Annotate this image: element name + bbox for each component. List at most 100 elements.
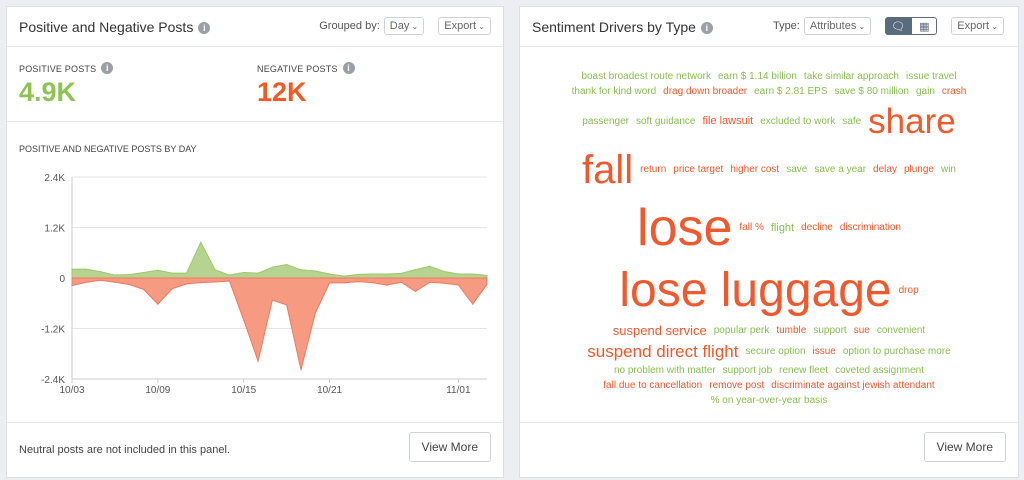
word-cloud-term[interactable]: % on year-over-year basis	[710, 394, 828, 406]
x-tick-label: 10/15	[231, 385, 256, 396]
stats-row: POSITIVE POSTS i 4.9K NEGATIVE POSTS i 12K	[7, 47, 503, 122]
word-cloud-term[interactable]: option to purchase more	[842, 345, 951, 357]
word-cloud-term[interactable]: renew fleet	[779, 364, 829, 376]
data-point	[472, 303, 474, 305]
data-point	[457, 284, 459, 286]
data-point	[171, 288, 173, 290]
data-point	[429, 281, 431, 283]
word-cloud-term[interactable]: popular perk	[713, 324, 770, 336]
data-point	[371, 273, 374, 275]
info-icon[interactable]: i	[198, 22, 211, 34]
y-tick-label: -2.4K	[41, 375, 65, 386]
data-point	[314, 270, 316, 272]
word-cloud-term[interactable]: lose	[637, 199, 733, 258]
word-cloud-term[interactable]: issue travel	[905, 71, 957, 83]
info-icon[interactable]: i	[342, 62, 355, 74]
word-cloud-term[interactable]: support job	[722, 364, 773, 376]
grouped-by-dropdown[interactable]: Day	[383, 17, 425, 35]
word-cloud-term[interactable]: lose luggage	[619, 264, 892, 318]
word-cloud-term[interactable]: excluded to work	[760, 116, 836, 128]
word-cloud-term[interactable]: higher cost	[730, 164, 780, 176]
info-icon[interactable]: i	[101, 62, 114, 74]
word-cloud-term[interactable]: drop	[898, 285, 919, 297]
word-cloud-term[interactable]: coveted assignment	[835, 364, 925, 376]
export-dropdown[interactable]: Export	[438, 17, 491, 35]
word-cloud-term[interactable]: decline	[801, 222, 833, 234]
header-controls: Grouped by: Day Export	[319, 17, 491, 35]
data-point	[314, 312, 316, 314]
word-cloud-term[interactable]: safe	[842, 116, 862, 128]
word-cloud-term[interactable]: suspend service	[612, 323, 707, 338]
word-cloud-term[interactable]: delay	[873, 164, 897, 176]
word-cloud-term[interactable]: fall %	[739, 222, 764, 234]
word-cloud-term[interactable]: thank for kind word	[571, 86, 657, 98]
word-cloud-term[interactable]: secure option	[745, 345, 806, 357]
info-icon[interactable]: i	[700, 22, 713, 34]
word-cloud-term[interactable]: passenger	[582, 116, 629, 128]
word-cloud-term[interactable]: share	[868, 102, 956, 142]
data-point	[271, 299, 273, 301]
word-cloud-term[interactable]: earn $ 1.14 billion	[717, 71, 797, 83]
y-tick-label: -1.2K	[41, 325, 65, 336]
word-cloud-term[interactable]: tumble	[776, 324, 807, 336]
chart-title: POSITIVE AND NEGATIVE POSTS BY DAY	[19, 144, 197, 154]
word-cloud-term[interactable]: boast broadest route network	[581, 71, 711, 83]
data-point	[357, 273, 359, 276]
word-cloud-term[interactable]: crash	[941, 86, 967, 98]
word-cloud-term[interactable]: price target	[673, 164, 724, 176]
word-cloud-term[interactable]: sue	[853, 324, 870, 336]
word-cloud-term[interactable]: drag down broader	[663, 86, 748, 98]
word-cloud-term[interactable]: soft guidance	[635, 116, 696, 128]
view-more-button[interactable]: View More	[923, 432, 1006, 462]
word-cloud-term[interactable]: remove post	[709, 379, 765, 391]
table-icon[interactable]: ▦	[911, 17, 938, 35]
word-cloud-term[interactable]: convenient	[876, 324, 926, 336]
y-tick-label: 2.4K	[44, 173, 65, 184]
word-cloud-term[interactable]: fall	[582, 148, 634, 193]
y-tick-label: 0	[59, 274, 65, 285]
word-cloud-term[interactable]: no problem with matter	[613, 364, 716, 376]
data-point	[257, 360, 259, 362]
word-cloud-term[interactable]: support	[813, 324, 847, 336]
sentiment-drivers-panel: Sentiment Drivers by Type i Type: Attribu…	[519, 6, 1019, 478]
word-cloud-term[interactable]: flight	[770, 221, 795, 234]
data-point	[357, 280, 359, 283]
data-point	[300, 269, 302, 271]
data-point	[328, 282, 331, 284]
data-point	[200, 282, 202, 284]
word-cloud-term[interactable]: win	[940, 164, 956, 176]
type-dropdown[interactable]: Attributes	[803, 17, 872, 35]
word-cloud-term[interactable]: take similar approach	[803, 71, 899, 83]
x-tick-label: 10/03	[59, 385, 84, 396]
data-point	[228, 274, 231, 276]
data-point	[100, 279, 102, 281]
word-cloud-term[interactable]: earn $ 2.81 EPS	[754, 86, 828, 98]
word-cloud-term[interactable]: save a year	[814, 164, 867, 176]
word-cloud-term[interactable]: discriminate against jewish attendant	[771, 379, 935, 391]
word-cloud-term[interactable]: discrimination	[839, 222, 901, 234]
data-point	[371, 282, 374, 284]
word-cloud-term[interactable]: issue	[812, 345, 836, 357]
data-point	[386, 273, 388, 275]
word-cloud-term[interactable]: file lawsuit	[702, 115, 754, 128]
panel-header: Positive and Negative Posts i Grouped by:…	[7, 7, 503, 47]
word-cloud-term[interactable]: gain	[915, 86, 935, 98]
word-cloud-term[interactable]: return	[640, 164, 667, 176]
panel-header: Sentiment Drivers by Type i Type: Attribu…	[520, 7, 1018, 47]
data-point	[243, 319, 245, 321]
data-point	[486, 274, 488, 277]
word-cloud-term[interactable]: fall due to cancellation	[603, 379, 703, 391]
data-point	[85, 281, 87, 283]
data-point	[257, 272, 259, 274]
speech-bubbles-icon[interactable]: 🗨	[885, 17, 912, 35]
view-toggle: 🗨 ▦	[885, 17, 938, 35]
view-more-button[interactable]: View More	[408, 432, 491, 462]
word-cloud-term[interactable]: plunge	[903, 164, 934, 176]
data-point	[472, 273, 474, 275]
word-cloud-term[interactable]: save $ 80 million	[834, 86, 909, 98]
negative-posts-label: NEGATIVE POSTS i	[257, 62, 355, 74]
export-dropdown[interactable]: Export	[951, 17, 1004, 35]
word-cloud-term[interactable]: suspend direct flight	[587, 341, 739, 361]
word-cloud-term[interactable]: save	[786, 164, 808, 176]
data-point	[200, 241, 202, 243]
